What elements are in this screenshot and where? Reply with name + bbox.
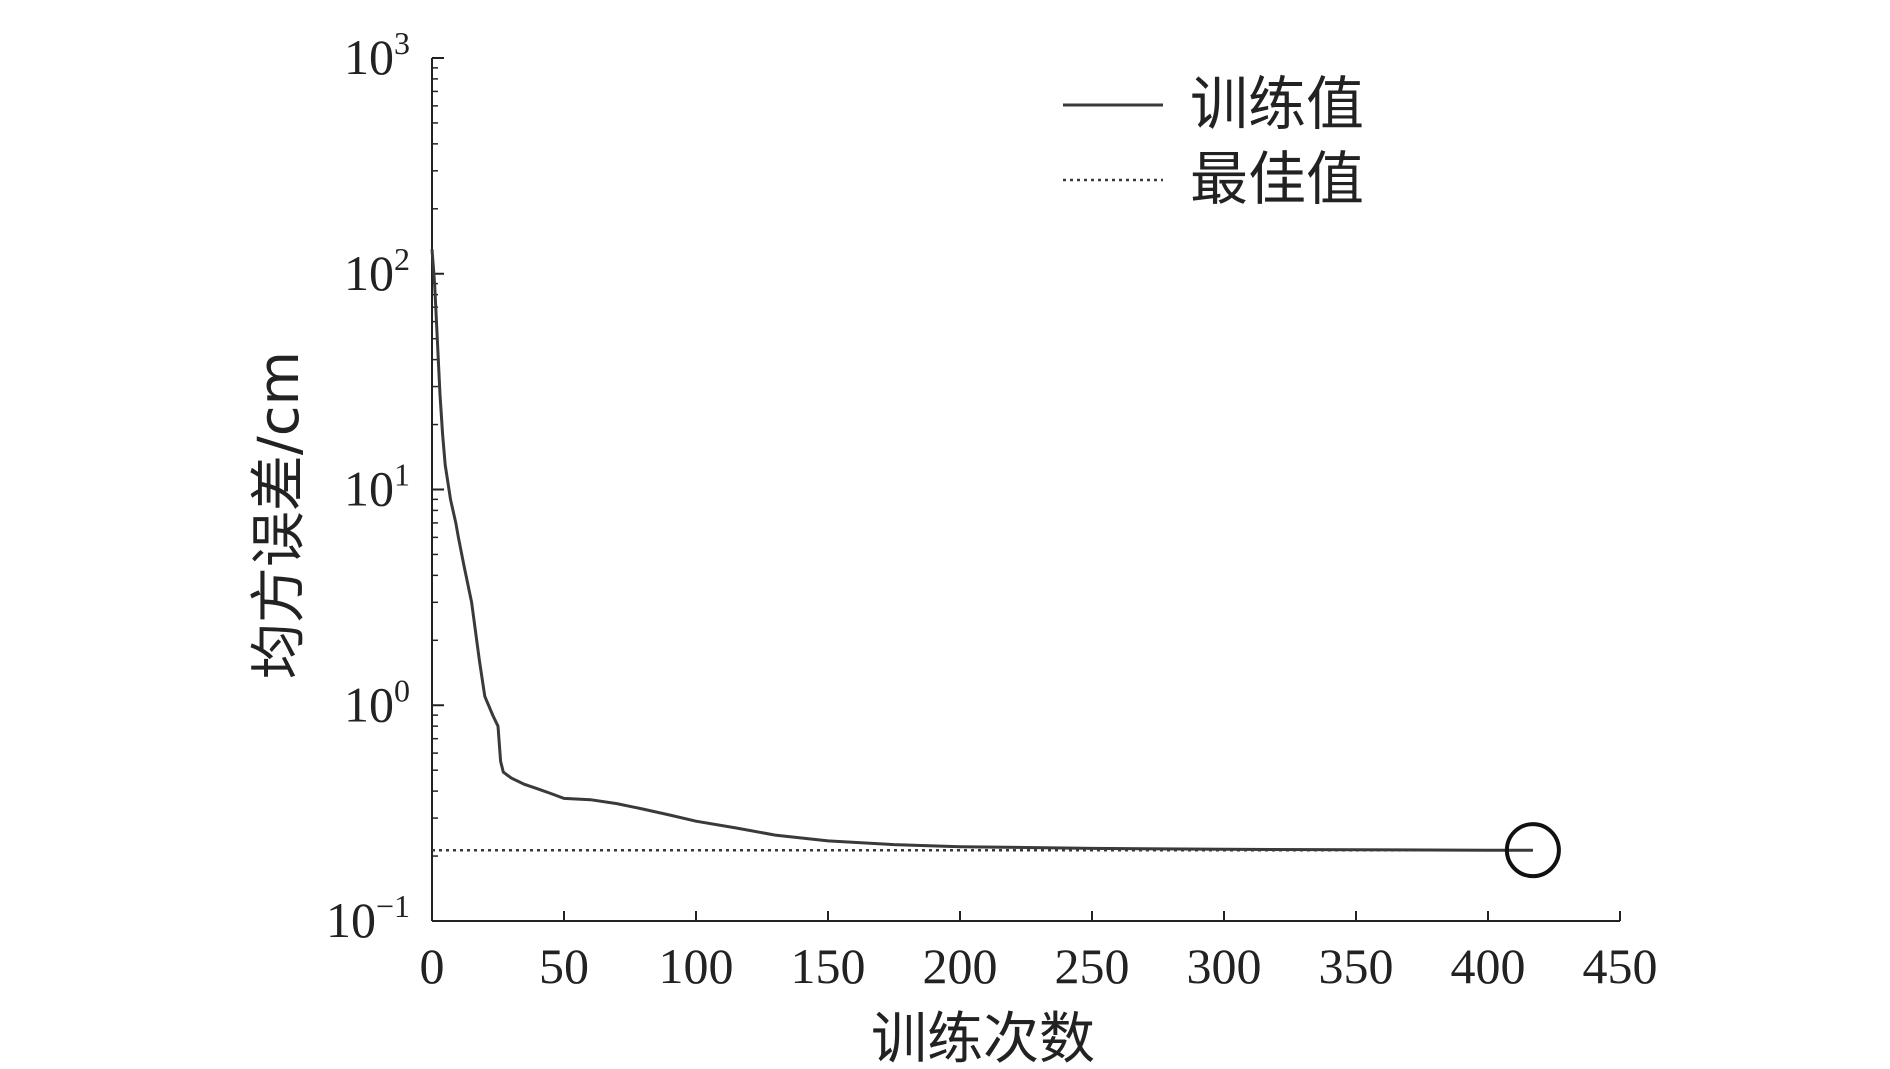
legend: 训练值 最佳值 [1063,70,1364,213]
y-tick-label: 100 [344,672,410,732]
y-tick-label: 10−1 [326,888,410,948]
x-tick-label: 0 [420,938,445,994]
y-tick-label: 101 [344,457,410,517]
x-ticks: 0 50 100 150 200 250 300 350 400 450 [420,911,1658,994]
series-layer [430,249,1561,879]
x-tick-label: 450 [1583,938,1658,994]
y-tick-label: 103 [344,25,410,85]
legend-label-training: 训练值 [1190,70,1364,138]
x-axis-title: 训练次数 [871,1007,1095,1069]
y-ticks: 103 102 101 100 10−1 [326,25,444,948]
x-tick-label: 400 [1451,938,1526,994]
legend-label-best: 最佳值 [1190,145,1364,213]
axes: 0 50 100 150 200 250 300 350 400 450 103 102 101 100… [326,25,1658,994]
x-tick-label: 100 [659,938,734,994]
y-axis-title: 均方误差/cm [247,351,312,679]
x-tick-label: 200 [923,938,998,994]
x-tick-label: 150 [791,938,866,994]
y-tick-label: 102 [344,241,410,301]
x-tick-label: 250 [1055,938,1130,994]
x-tick-label: 50 [539,938,589,994]
best-point-marker [1504,822,1561,879]
x-tick-label: 300 [1187,938,1262,994]
training-series-line [430,249,1533,852]
x-tick-label: 350 [1319,938,1394,994]
